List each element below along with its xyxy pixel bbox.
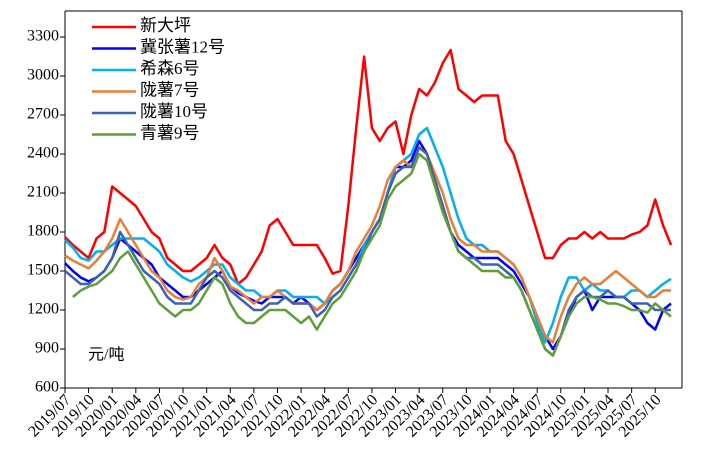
y-tick-label: 600 xyxy=(35,379,59,396)
legend-label: 陇薯7号 xyxy=(140,80,200,99)
y-tick-label: 2700 xyxy=(27,106,59,123)
y-tick-label: 3300 xyxy=(27,28,59,45)
y-tick-label: 900 xyxy=(35,340,59,357)
legend-label: 冀张薯12号 xyxy=(140,37,225,56)
y-tick-label: 3000 xyxy=(27,67,59,84)
legend-label: 新大坪 xyxy=(140,16,191,35)
y-unit: 元/吨 xyxy=(88,346,124,364)
legend-label: 希森6号 xyxy=(140,59,200,78)
y-tick-label: 2100 xyxy=(27,184,59,201)
series-line xyxy=(72,152,672,357)
y-tick-label: 1200 xyxy=(27,301,59,318)
y-tick-label: 2400 xyxy=(27,145,59,162)
y-tick-label: 1500 xyxy=(27,262,59,279)
legend-label: 陇薯10号 xyxy=(140,102,208,121)
y-tick-label: 1800 xyxy=(27,223,59,240)
series-line xyxy=(64,146,671,344)
series-line xyxy=(64,146,671,357)
series-line xyxy=(64,48,673,286)
legend-label: 青薯9号 xyxy=(140,123,200,142)
